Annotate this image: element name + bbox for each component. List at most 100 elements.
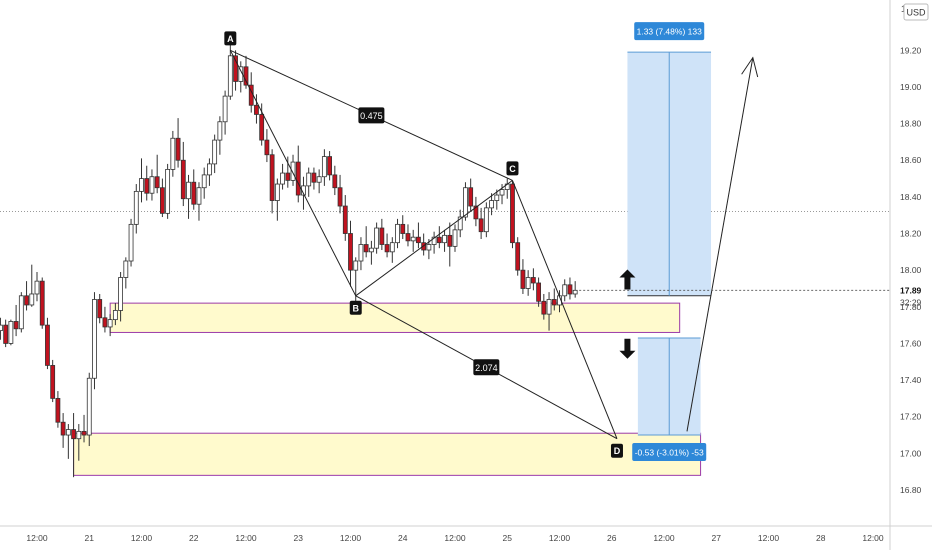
candle-body[interactable]: [170, 137, 176, 170]
candle-body[interactable]: [536, 282, 541, 302]
candle-body[interactable]: [55, 397, 61, 423]
candle-body[interactable]: [520, 269, 526, 289]
candle-body[interactable]: [332, 174, 338, 189]
candle-body[interactable]: [483, 207, 489, 233]
candle-body[interactable]: [551, 299, 557, 306]
candle-body[interactable]: [50, 365, 56, 399]
candle-body[interactable]: [149, 176, 155, 194]
candle-body[interactable]: [489, 200, 494, 209]
candle-body[interactable]: [499, 189, 505, 196]
candle-body[interactable]: [316, 176, 322, 183]
candle-body[interactable]: [363, 244, 369, 253]
candle-body[interactable]: [45, 324, 50, 366]
candle-body[interactable]: [139, 178, 144, 192]
arrow-down-icon[interactable]: [619, 338, 636, 359]
candle-body[interactable]: [400, 223, 406, 234]
candle-body[interactable]: [463, 187, 468, 218]
candle-body[interactable]: [510, 183, 515, 244]
candle-body[interactable]: [175, 137, 181, 161]
candle-body[interactable]: [97, 299, 103, 319]
candle-body[interactable]: [254, 104, 259, 115]
candle-body[interactable]: [442, 234, 447, 244]
candle-body[interactable]: [358, 244, 364, 262]
candle-body[interactable]: [222, 95, 228, 123]
candle-body[interactable]: [389, 242, 395, 253]
candle-body[interactable]: [112, 310, 118, 321]
candle-body[interactable]: [217, 121, 223, 141]
candle-body[interactable]: [65, 429, 71, 436]
candle-body[interactable]: [295, 161, 301, 196]
candle-body[interactable]: [186, 181, 191, 200]
candle-body[interactable]: [269, 154, 275, 201]
zone-rect-2[interactable]: [73, 432, 702, 476]
candle-body[interactable]: [76, 430, 82, 440]
currency-badge[interactable]: [903, 3, 929, 21]
candle-body[interactable]: [468, 187, 474, 207]
candle-body[interactable]: [374, 227, 380, 249]
candle-body[interactable]: [452, 229, 458, 247]
candle-body[interactable]: [280, 172, 285, 185]
candle-body[interactable]: [405, 233, 411, 242]
candle-body[interactable]: [431, 236, 437, 245]
candle-body[interactable]: [562, 284, 568, 297]
candle-body[interactable]: [311, 172, 317, 183]
candle-body[interactable]: [368, 247, 374, 253]
candle-body[interactable]: [337, 187, 343, 207]
candle-body[interactable]: [353, 260, 359, 271]
candle-body[interactable]: [264, 139, 270, 156]
candle-body[interactable]: [227, 55, 233, 97]
candle-body[interactable]: [410, 236, 416, 242]
candle-body[interactable]: [107, 319, 113, 328]
candle-body[interactable]: [159, 187, 165, 214]
candle-body[interactable]: [144, 178, 150, 194]
candle-body[interactable]: [447, 234, 453, 247]
candle-body[interactable]: [436, 236, 442, 244]
candle-body[interactable]: [457, 216, 463, 231]
candle-body[interactable]: [274, 183, 280, 201]
candle-body[interactable]: [546, 299, 552, 315]
candle-body[interactable]: [426, 244, 432, 251]
candle-body[interactable]: [342, 205, 348, 234]
candle-body[interactable]: [81, 430, 87, 436]
candle-body[interactable]: [478, 218, 484, 233]
candle-body[interactable]: [321, 156, 327, 178]
candle-body[interactable]: [327, 156, 333, 176]
candle-body[interactable]: [34, 280, 40, 295]
candle-body[interactable]: [165, 168, 171, 214]
candle-body[interactable]: [306, 172, 312, 187]
arrow-up-icon[interactable]: [619, 269, 636, 290]
candle-body[interactable]: [102, 317, 108, 328]
candle-body[interactable]: [259, 114, 265, 141]
projection-line[interactable]: [686, 57, 754, 432]
candle-body[interactable]: [92, 299, 97, 379]
candle-body[interactable]: [572, 289, 578, 295]
candle-body[interactable]: [60, 421, 66, 436]
candle-body[interactable]: [118, 277, 123, 311]
candle-body[interactable]: [207, 163, 212, 176]
candle-body[interactable]: [24, 295, 29, 306]
candle-body[interactable]: [29, 293, 35, 306]
candle-body[interactable]: [473, 205, 479, 220]
pattern-leg-bc[interactable]: [355, 179, 513, 297]
candle-body[interactable]: [191, 181, 197, 205]
candle-body[interactable]: [133, 190, 139, 225]
candle-body[interactable]: [154, 176, 160, 189]
pattern-leg-cd[interactable]: [512, 180, 618, 439]
candle-body[interactable]: [384, 244, 390, 253]
pattern-leg-ab[interactable]: [229, 50, 357, 297]
candle-body[interactable]: [525, 277, 531, 289]
candle-body[interactable]: [494, 194, 500, 201]
candle-body[interactable]: [123, 260, 129, 278]
candle-body[interactable]: [128, 223, 134, 262]
candle-body[interactable]: [515, 242, 521, 271]
candle-body[interactable]: [233, 55, 238, 82]
candle-body[interactable]: [3, 324, 9, 344]
candle-body[interactable]: [290, 161, 296, 181]
candle-body[interactable]: [285, 172, 291, 181]
candle-body[interactable]: [416, 236, 421, 244]
candle-body[interactable]: [379, 227, 385, 245]
candle-body[interactable]: [201, 174, 207, 189]
candle-body[interactable]: [395, 223, 400, 244]
candle-body[interactable]: [18, 295, 24, 330]
